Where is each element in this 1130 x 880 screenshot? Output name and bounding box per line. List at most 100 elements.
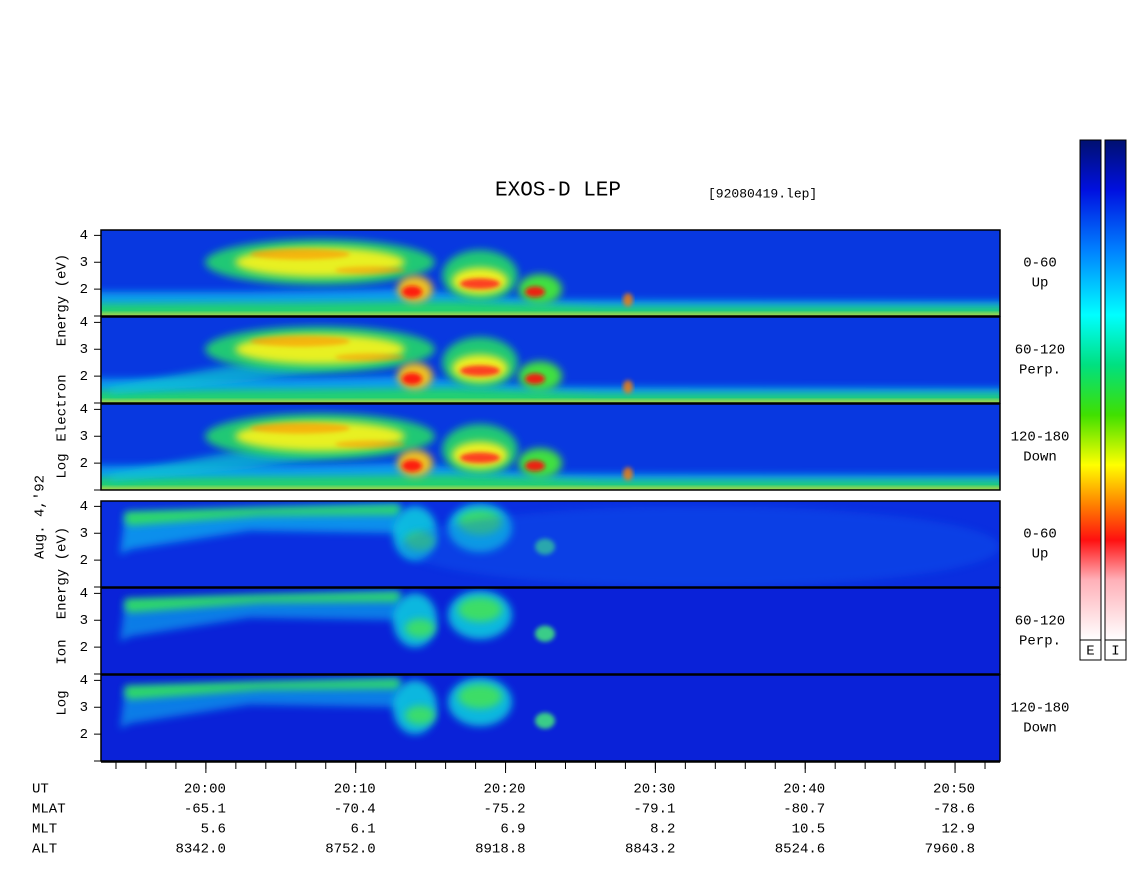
ephemeris-value: -80.7 <box>783 802 825 818</box>
y-tick-label: 2 <box>80 456 88 472</box>
pitch-angle: 60-120 <box>1015 343 1065 359</box>
ephemeris-value: 8.2 <box>650 822 675 838</box>
spectrogram-feature <box>125 679 400 700</box>
spectrogram-feature <box>405 618 435 638</box>
spectrogram-feature <box>458 684 502 709</box>
ephemeris-value: 8752.0 <box>325 842 375 858</box>
panel-frame <box>100 587 1001 675</box>
axes: 2 3 4 0-60 Up 2 3 4 60-120 Perp. 2 3 4 120-180 Down 2 3 4… <box>32 139 1127 858</box>
pitch-angle: 0-60 <box>1023 527 1057 543</box>
spectrogram-feature <box>623 467 633 481</box>
panel-frame <box>100 674 1001 762</box>
spectrogram-feature <box>402 372 422 385</box>
ephemeris-value: 8843.2 <box>625 842 675 858</box>
color-bar <box>1079 139 1102 641</box>
spectrogram-feature <box>460 452 500 464</box>
spectrogram <box>101 230 1000 316</box>
y-tick-label: 4 <box>80 402 88 418</box>
color-bar-label: E <box>1086 644 1094 660</box>
x-tick-label: 20:40 <box>783 782 825 798</box>
x-tick-label: 20:50 <box>933 782 975 798</box>
spectrogram-feature <box>335 266 405 275</box>
spectrogram-feature <box>250 248 350 260</box>
y-tick-label: 3 <box>80 613 88 629</box>
ephemeris-value: 6.1 <box>350 822 375 838</box>
panel-frame <box>100 316 1001 404</box>
spectrogram <box>101 501 1000 587</box>
color-bar-label-box <box>1104 639 1127 661</box>
pitch-angle: 120-180 <box>1011 701 1070 717</box>
axis-label: Ion <box>55 639 71 664</box>
spectrogram-feature <box>400 506 1000 587</box>
spectrogram <box>101 404 1000 490</box>
spectrogram-feature <box>458 597 502 622</box>
direction: Perp. <box>1019 363 1061 379</box>
color-bar <box>1104 139 1127 641</box>
spectrogram-feature <box>402 285 422 298</box>
row-label: MLT <box>32 822 57 838</box>
row-label: ALT <box>32 842 57 858</box>
y-tick-label: 3 <box>80 255 88 271</box>
ephemeris-value: 6.9 <box>500 822 525 838</box>
ephemeris-value: -70.4 <box>334 802 376 818</box>
y-tick-label: 3 <box>80 342 88 358</box>
axis-label: Log <box>55 453 71 478</box>
spectrogram-feature <box>335 440 405 449</box>
spectrogram-feature <box>101 475 1000 490</box>
direction: Down <box>1023 450 1057 466</box>
axis-label: Electron <box>55 374 71 441</box>
spectrogram <box>101 588 1000 674</box>
pitch-angle: 120-180 <box>1011 430 1070 446</box>
y-tick-label: 2 <box>80 369 88 385</box>
pitch-angle: 60-120 <box>1015 614 1065 630</box>
x-tick-label: 20:00 <box>184 782 226 798</box>
direction: Perp. <box>1019 634 1061 650</box>
x-tick-label: 20:10 <box>334 782 376 798</box>
x-tick-label: 20:30 <box>633 782 675 798</box>
y-tick-label: 2 <box>80 553 88 569</box>
y-tick-label: 4 <box>80 228 88 244</box>
direction: Down <box>1023 721 1057 737</box>
y-tick-label: 4 <box>80 586 88 602</box>
panel-frame <box>100 229 1001 317</box>
spectrogram-feature <box>250 422 350 434</box>
axis-label: Log <box>55 690 71 715</box>
spectrogram-feature <box>101 388 1000 403</box>
y-tick-label: 4 <box>80 499 88 515</box>
ephemeris-value: -65.1 <box>184 802 226 818</box>
y-tick-label: 3 <box>80 526 88 542</box>
spectrogram-feature <box>250 335 350 347</box>
direction: Up <box>1032 547 1049 563</box>
ephemeris-value: -79.1 <box>633 802 675 818</box>
y-tick-label: 4 <box>80 315 88 331</box>
spectrogram <box>101 317 1000 403</box>
spectrogram-feature <box>460 365 500 377</box>
spectrogram-feature <box>623 293 633 307</box>
spectrograms <box>101 230 1000 761</box>
spectrogram-feature <box>535 625 555 642</box>
title: EXOS-D LEP <box>495 180 621 203</box>
ephemeris-value: -78.6 <box>933 802 975 818</box>
spectrogram-feature <box>405 705 435 725</box>
panel-frame <box>100 500 1001 588</box>
axis-label: Energy (eV) <box>55 527 71 619</box>
ephemeris-value: 5.6 <box>201 822 226 838</box>
spectrogram-feature <box>335 353 405 362</box>
ephemeris-value: 8524.6 <box>775 842 825 858</box>
ephemeris-value: 8342.0 <box>175 842 225 858</box>
spectrogram-feature <box>101 301 1000 316</box>
y-tick-label: 2 <box>80 282 88 298</box>
spectrogram-feature <box>460 278 500 290</box>
row-label: UT <box>32 782 49 798</box>
file-name: [92080419.lep] <box>708 186 817 201</box>
spectrogram-feature <box>535 712 555 729</box>
ephemeris-value: 7960.8 <box>925 842 975 858</box>
row-label: MLAT <box>32 802 66 818</box>
axis-label: Energy (eV) <box>55 254 71 346</box>
spectrogram-feature <box>125 505 400 526</box>
y-tick-label: 2 <box>80 640 88 656</box>
y-tick-label: 2 <box>80 727 88 743</box>
spectrogram-feature <box>402 459 422 472</box>
x-tick-label: 20:20 <box>484 782 526 798</box>
